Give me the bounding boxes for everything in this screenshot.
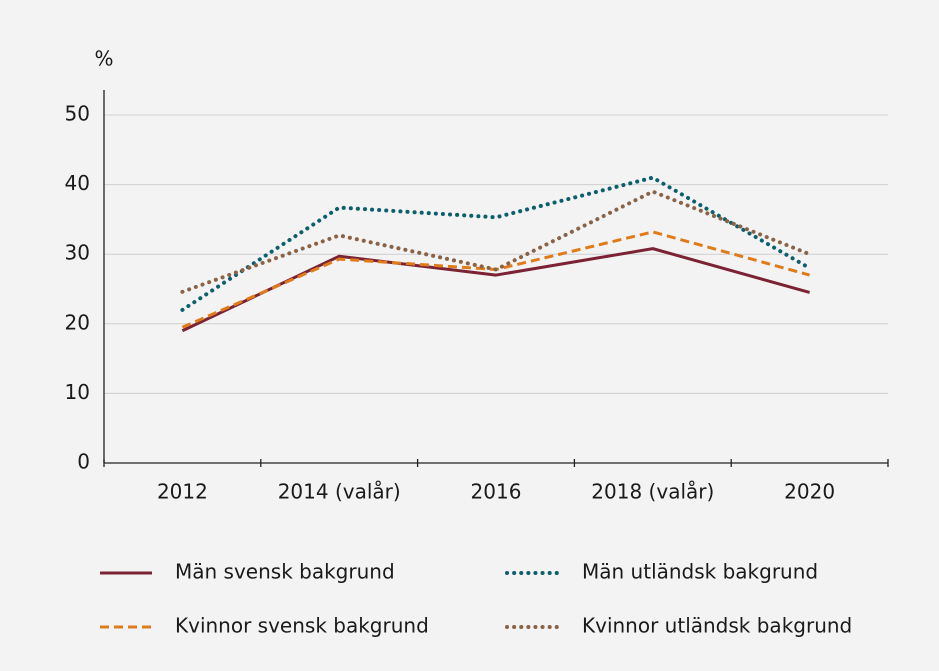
x-tick-label: 2014 (valår) xyxy=(278,480,401,504)
y-tick-label: 40 xyxy=(65,171,90,195)
x-tick-label: 2012 xyxy=(157,480,208,504)
series-line xyxy=(180,189,812,294)
legend-label: Kvinnor svensk bakgrund xyxy=(175,614,429,638)
y-tick-label: 20 xyxy=(65,310,90,334)
series-line xyxy=(180,175,812,312)
x-tick-label: 2016 xyxy=(471,480,522,504)
x-tick-label: 2018 (valår) xyxy=(591,480,714,504)
legend-label: Kvinnor utländsk bakgrund xyxy=(582,614,852,638)
legend-label: Män svensk bakgrund xyxy=(175,560,395,584)
y-tick-label: 50 xyxy=(65,102,90,126)
y-tick-label: 0 xyxy=(77,450,90,474)
y-tick-label: 30 xyxy=(65,241,90,265)
x-tick-label: 2020 xyxy=(784,480,835,504)
y-tick-label: 10 xyxy=(65,380,90,404)
legend-label: Män utländsk bakgrund xyxy=(582,560,818,584)
y-axis-label: % xyxy=(94,47,113,71)
